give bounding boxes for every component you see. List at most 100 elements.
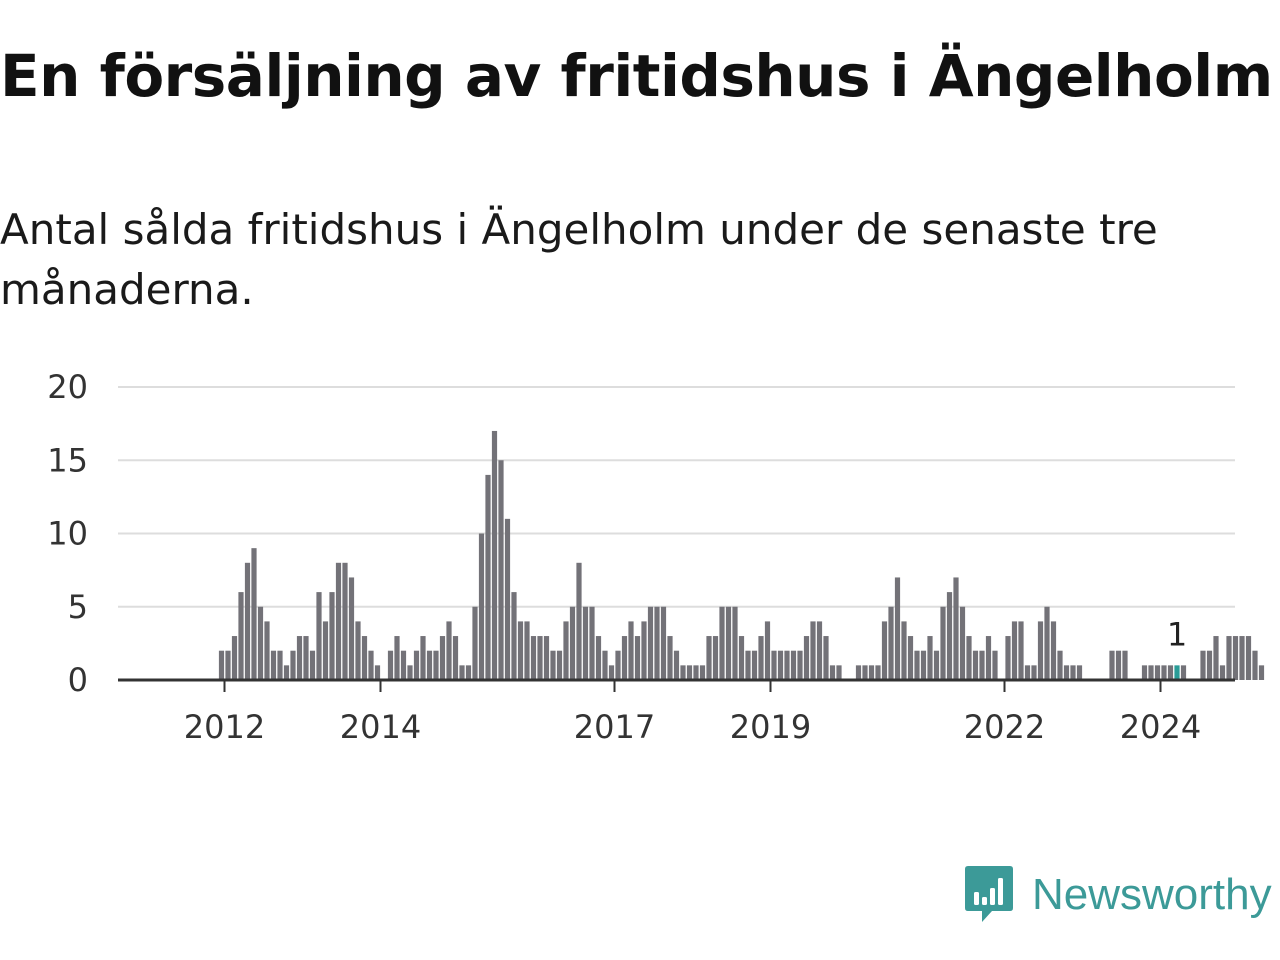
bar [829,665,836,680]
bar [1005,636,1011,680]
bar [732,606,738,680]
data-label: 1 [1167,615,1187,653]
chart-subtitle: Antal sålda fritidshus i Ängelholm under… [0,205,1158,314]
bar [1018,621,1024,680]
bar [595,636,602,680]
bar [1226,636,1232,680]
bar [348,577,355,680]
y-axis-tick-labels: 0 5 10 15 20 [47,368,88,699]
bar [504,518,511,680]
grid-lines [118,386,1235,608]
bar [693,665,699,680]
bar-chart: 0 5 10 15 20 2012 2014 2017 2019 2022 2024 1 [47,368,1265,746]
bar [556,650,563,680]
bar [790,650,797,680]
bar [712,636,719,680]
bar [602,650,608,680]
bar [569,606,576,680]
y-tick-label: 5 [68,588,88,626]
bar [784,650,790,680]
bar [465,665,472,680]
bar [251,548,257,680]
bar [329,592,335,680]
x-tick-label: 2019 [730,708,811,746]
bar [660,606,667,680]
newsworthy-logo: Newsworthy [964,864,1272,926]
bar [816,621,823,680]
bar [810,621,816,680]
bar [836,665,842,680]
bar [1148,665,1154,680]
bar [1076,665,1083,680]
bar [771,650,777,680]
bar [335,562,342,680]
bar [738,636,745,680]
bar [498,460,504,680]
bar [946,592,953,680]
bar [1109,650,1115,680]
bar [439,636,446,680]
bar [452,636,459,680]
bar [387,650,394,680]
bar [537,636,543,680]
bar [972,650,979,680]
bar [673,650,680,680]
bar [745,650,751,680]
bar [264,621,270,680]
bar [901,621,907,680]
bar [1167,665,1174,680]
bar [374,665,381,680]
bar [725,606,732,680]
bar [576,562,582,680]
bar [1122,650,1128,680]
bar [803,636,810,680]
bar [270,650,277,680]
bar [517,621,524,680]
bar [459,665,465,680]
x-tick-label: 2017 [574,708,655,746]
bar [478,533,485,680]
x-axis-ticks: 2012 2014 2017 2019 2022 2024 [184,680,1201,746]
y-tick-label: 0 [68,661,88,699]
bar [647,606,654,680]
bar [1011,621,1018,680]
bar [966,636,972,680]
bar [361,636,368,680]
x-tick-label: 2014 [340,708,421,746]
bar [1063,665,1070,680]
bar [296,636,303,680]
chart-title: En försäljning av fritidshus i Ängelholm [0,42,1273,110]
bar [933,650,940,680]
bar [1057,650,1063,680]
bar [231,636,238,680]
bar [881,621,888,680]
bar [316,592,322,680]
bar [797,650,803,680]
x-tick-label: 2024 [1120,708,1201,746]
bar [511,592,517,680]
bar [680,665,686,680]
bar [907,636,914,680]
y-tick-label: 20 [47,368,88,406]
bar [628,621,634,680]
bar [322,621,329,680]
y-tick-label: 15 [47,441,88,479]
bar [244,562,251,680]
newsworthy-logo-icon [965,866,1013,922]
bar [394,636,400,680]
bar [407,665,413,680]
bar [530,636,537,680]
bar [589,606,595,680]
brand-name: Newsworthy [1032,870,1272,919]
bar [225,650,231,680]
x-tick-label: 2012 [184,708,265,746]
bar [667,636,673,680]
bar [238,592,244,680]
bar [1024,665,1031,680]
bar [563,621,569,680]
bar [1258,665,1265,680]
bar [862,665,868,680]
bar [1200,650,1206,680]
bar [894,577,901,680]
bar [309,650,316,680]
